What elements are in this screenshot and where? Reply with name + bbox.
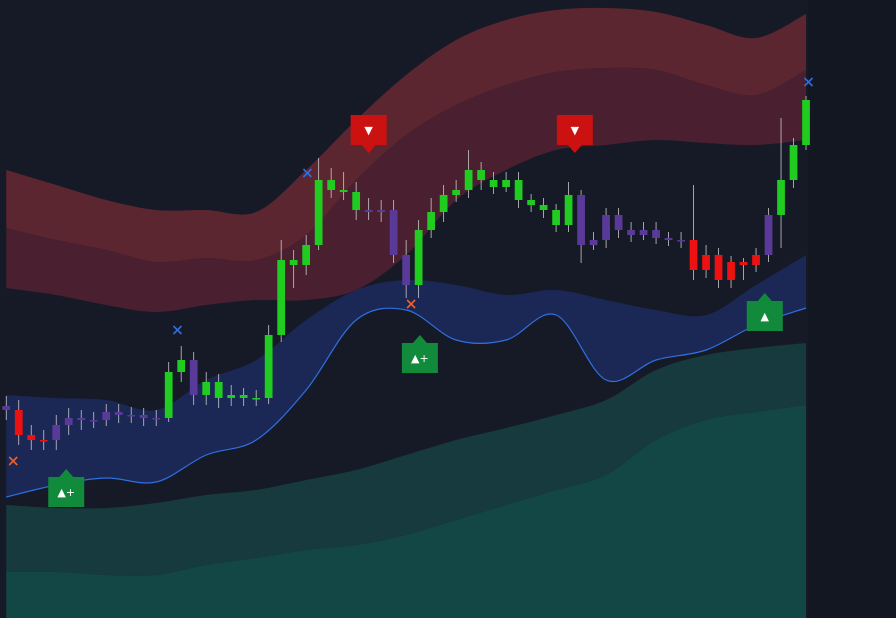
bands <box>6 7 807 618</box>
candle-body <box>364 210 373 212</box>
candle-body <box>502 180 510 187</box>
signal-marker <box>746 293 783 331</box>
candle-body <box>27 435 36 440</box>
candle-body <box>689 240 698 270</box>
candle-body <box>414 230 423 285</box>
candle-body <box>127 415 136 417</box>
band <box>6 343 807 576</box>
candle-body <box>789 145 798 180</box>
candle-body <box>402 255 411 285</box>
candle-body <box>227 395 236 398</box>
candle-body <box>439 195 448 212</box>
candle-body <box>802 100 810 145</box>
signal-label: ▼ <box>364 124 373 137</box>
signal-label: ▲+ <box>57 486 75 499</box>
candle-body <box>627 230 635 235</box>
candle-body <box>664 238 673 240</box>
cross-marker <box>302 168 312 178</box>
signals: ▼ ▼ ▲+ ▲+ ▲ <box>8 77 814 507</box>
candle-body <box>352 192 361 210</box>
candle-body <box>114 412 123 415</box>
candle-body <box>77 418 86 420</box>
candle-body <box>252 398 261 400</box>
candle-body <box>102 412 111 420</box>
candle-body <box>552 210 560 225</box>
candle-body <box>602 215 610 240</box>
candle-body <box>752 255 760 265</box>
candle-body <box>277 260 286 335</box>
candle-body <box>427 212 436 230</box>
candle-body <box>777 180 785 215</box>
candle-body <box>14 410 23 435</box>
candle-body <box>2 406 11 410</box>
candle-body <box>64 418 73 425</box>
candle-body <box>39 440 48 442</box>
candle-body <box>702 255 710 270</box>
candle-body <box>589 240 598 245</box>
candle-body <box>577 195 585 245</box>
candle-body <box>739 262 748 265</box>
candle-body <box>452 190 460 195</box>
candle-body <box>464 170 473 190</box>
candle-body <box>714 255 723 280</box>
candle-body <box>539 205 548 210</box>
candle-body <box>289 260 298 265</box>
cross-marker <box>803 77 814 87</box>
candle-body <box>314 180 323 245</box>
candle-body <box>527 200 535 205</box>
candle-body <box>89 420 98 422</box>
candle-body <box>377 210 386 212</box>
candle-body <box>139 415 148 418</box>
candles <box>2 96 810 450</box>
candle-body <box>764 215 773 255</box>
signal-label: ▲+ <box>411 352 429 365</box>
candle-body <box>727 262 735 280</box>
cross-marker <box>8 456 18 466</box>
signal-marker <box>350 115 387 153</box>
signal-label: ▼ <box>571 124 580 137</box>
candle-body <box>177 360 186 372</box>
cross-marker <box>406 299 416 309</box>
signal-marker <box>556 115 593 153</box>
signal-marker <box>401 335 438 373</box>
candle-body <box>339 190 348 192</box>
candle-body <box>677 240 685 242</box>
candle-body <box>189 360 198 395</box>
candle-body <box>302 245 311 265</box>
candle-body <box>614 215 623 230</box>
candle-body <box>652 230 660 238</box>
candle-body <box>164 372 173 418</box>
candle-body <box>152 418 161 420</box>
candle-body <box>477 170 485 180</box>
cross-marker <box>172 325 183 335</box>
candle-body <box>514 180 523 200</box>
candle-body <box>239 395 248 398</box>
candle-body <box>564 195 573 225</box>
candle-body <box>389 210 398 255</box>
candle-body <box>52 425 61 440</box>
band <box>6 7 807 263</box>
signal-label: ▲ <box>761 310 770 323</box>
candle-body <box>214 382 223 398</box>
candle-body <box>639 230 648 235</box>
band <box>6 67 807 312</box>
signal-marker <box>48 469 85 507</box>
candle-body <box>202 382 211 395</box>
candle-body <box>489 180 498 187</box>
band <box>6 255 807 497</box>
candle-body <box>327 180 336 190</box>
band <box>6 405 807 618</box>
band-line <box>6 307 807 498</box>
candle-body <box>264 335 273 398</box>
